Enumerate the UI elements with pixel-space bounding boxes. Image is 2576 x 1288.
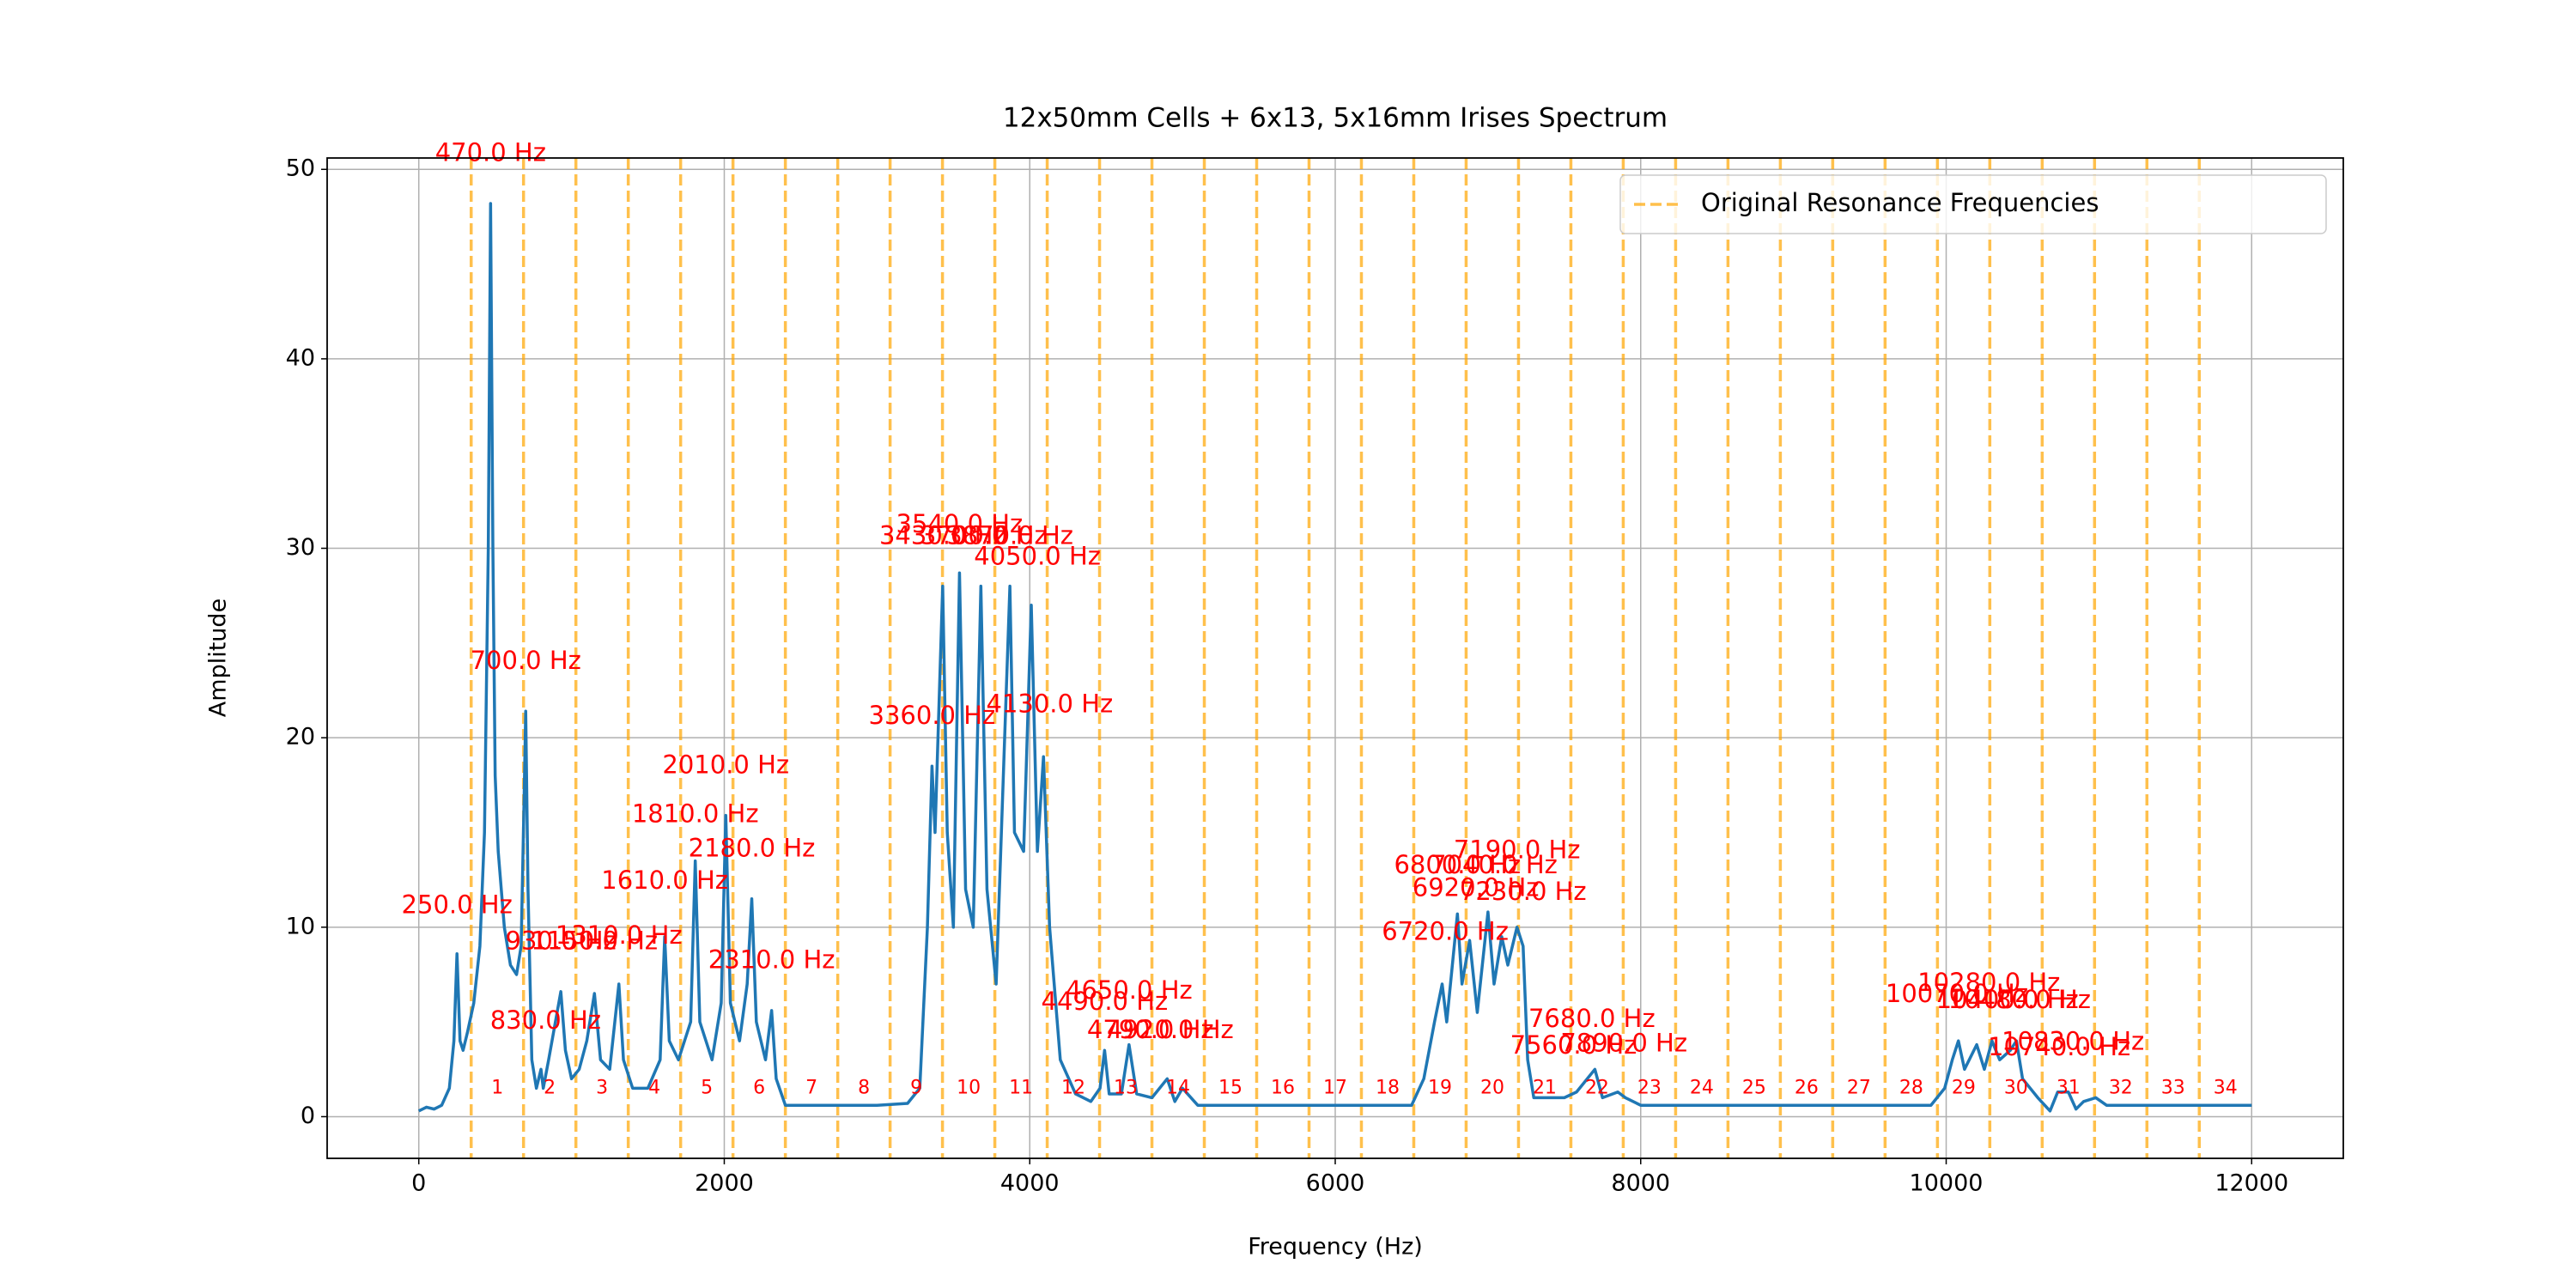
peak-annotation: 250.0 Hz [402,890,513,920]
region-label: 6 [753,1077,765,1098]
peak-annotation: 7560.0 Hz [1510,1030,1637,1060]
region-label: 30 [2004,1077,2028,1098]
region-label: 26 [1795,1077,1819,1098]
y-tick-label: 50 [286,155,315,182]
y-tick-label: 40 [286,344,315,371]
region-label: 12 [1061,1077,1085,1098]
region-label: 16 [1271,1077,1295,1098]
legend-box [1619,174,2327,234]
peak-annotation: 4650.0 Hz [1066,975,1193,1005]
y-tick-label: 10 [286,913,315,939]
region-label: 14 [1166,1077,1190,1098]
peak-annotation: 7190.0 Hz [1454,835,1581,865]
region-label: 24 [1690,1077,1714,1098]
region-label: 22 [1585,1077,1609,1098]
peak-annotation: 1610.0 Hz [601,866,728,895]
peak-annotation: 6920.0 Hz [1413,873,1540,902]
spectrum-line [417,202,2252,1113]
peak-annotation: 10070.0 Hz [1886,979,2028,1008]
peak-annotation: 4790.0 Hz [1087,1015,1214,1044]
peak-annotation: 2310.0 Hz [708,945,835,975]
peak-annotation: 1150.0 Hz [531,926,658,955]
legend-label: Original Resonance Frequencies [1701,188,2099,217]
peak-annotation: 4490.0 Hz [1042,987,1169,1016]
peak-annotation: 7680.0 Hz [1528,1004,1656,1033]
x-axis-label: Frequency (Hz) [1248,1234,1423,1261]
peak-annotation: 4050.0 Hz [974,542,1101,571]
peak-annotation: 10830.0 Hz [2002,1026,2144,1055]
chart-title: 12x50mm Cells + 6x13, 5x16mm Irises Spec… [1003,103,1668,134]
region-label: 29 [1952,1077,1976,1098]
region-label: 21 [1533,1077,1557,1098]
y-axis-label: Amplitude [205,598,232,717]
region-label: 9 [910,1077,922,1098]
peak-annotation: 7230.0 Hz [1460,877,1587,906]
region-label: 10 [957,1077,981,1098]
region-label: 32 [2109,1077,2133,1098]
peak-annotation: 10740.0 Hz [1988,1032,2130,1061]
region-label: 3 [596,1077,608,1098]
peak-annotation: 4920.0 Hz [1107,1015,1234,1044]
peak-annotation: 2180.0 Hz [689,833,816,862]
region-label: 17 [1323,1077,1347,1098]
peak-annotation: 1810.0 Hz [632,799,759,829]
peak-annotation: 830.0 Hz [490,1005,601,1035]
x-tick-label: 4000 [1000,1170,1060,1197]
region-label: 28 [1899,1077,1923,1098]
region-label: 25 [1742,1077,1766,1098]
peak-annotation: 3430.0 Hz [879,520,1006,550]
x-tick-label: 10000 [1910,1170,1984,1197]
peak-annotation: 3700.0 Hz [920,520,1048,550]
region-label: 34 [2214,1077,2238,1098]
region-label: 8 [858,1077,870,1098]
peak-annotation: 1310.0 Hz [556,920,683,950]
peak-annotation: 4130.0 Hz [987,690,1114,719]
peak-annotation: 10280.0 Hz [1917,968,2060,997]
legend: Original Resonance Frequencies [1619,174,2327,234]
y-tick-label: 0 [301,1103,315,1129]
peak-annotation: 10400.0 Hz [1936,985,2079,1014]
region-label: 31 [2057,1077,2081,1098]
axes-frame [326,157,2344,1159]
peak-annotation: 2010.0 Hz [662,750,789,779]
peak-annotation: 6720.0 Hz [1382,916,1509,945]
region-label: 33 [2161,1077,2185,1098]
peak-annotation: 700.0 Hz [471,646,581,675]
region-label: 1 [491,1077,503,1098]
peak-annotation: 3540.0 Hz [896,509,1024,538]
region-label: 20 [1480,1077,1504,1098]
x-tick-label: 12000 [2215,1170,2288,1197]
x-tick-label: 6000 [1306,1170,1365,1197]
region-label: 4 [648,1077,660,1098]
x-tick-label: 0 [411,1170,426,1197]
x-tick-label: 8000 [1611,1170,1670,1197]
peak-annotation: 3360.0 Hz [869,701,996,730]
region-label: 2 [544,1077,556,1098]
region-label: 23 [1637,1077,1662,1098]
region-label: 7 [805,1077,817,1098]
peak-annotation: 470.0 Hz [435,138,546,167]
peak-annotation: 7890.0 Hz [1560,1029,1687,1058]
region-label: 15 [1218,1077,1242,1098]
peak-annotation: 3870.0 Hz [946,520,1073,550]
peak-annotation: 7040.0 Hz [1431,850,1558,879]
region-label: 27 [1847,1077,1871,1098]
region-label: 13 [1114,1077,1138,1098]
x-tick-label: 2000 [695,1170,754,1197]
y-tick-label: 30 [286,534,315,561]
peak-annotation: 6800.0 Hz [1394,850,1521,879]
region-label: 18 [1376,1077,1400,1098]
region-label: 5 [701,1077,713,1098]
peak-annotation: 930.0 Hz [506,926,617,955]
y-tick-label: 20 [286,724,315,750]
region-label: 19 [1428,1077,1452,1098]
peak-annotation: 10480.0 Hz [1948,985,2091,1014]
region-label: 11 [1009,1077,1033,1098]
